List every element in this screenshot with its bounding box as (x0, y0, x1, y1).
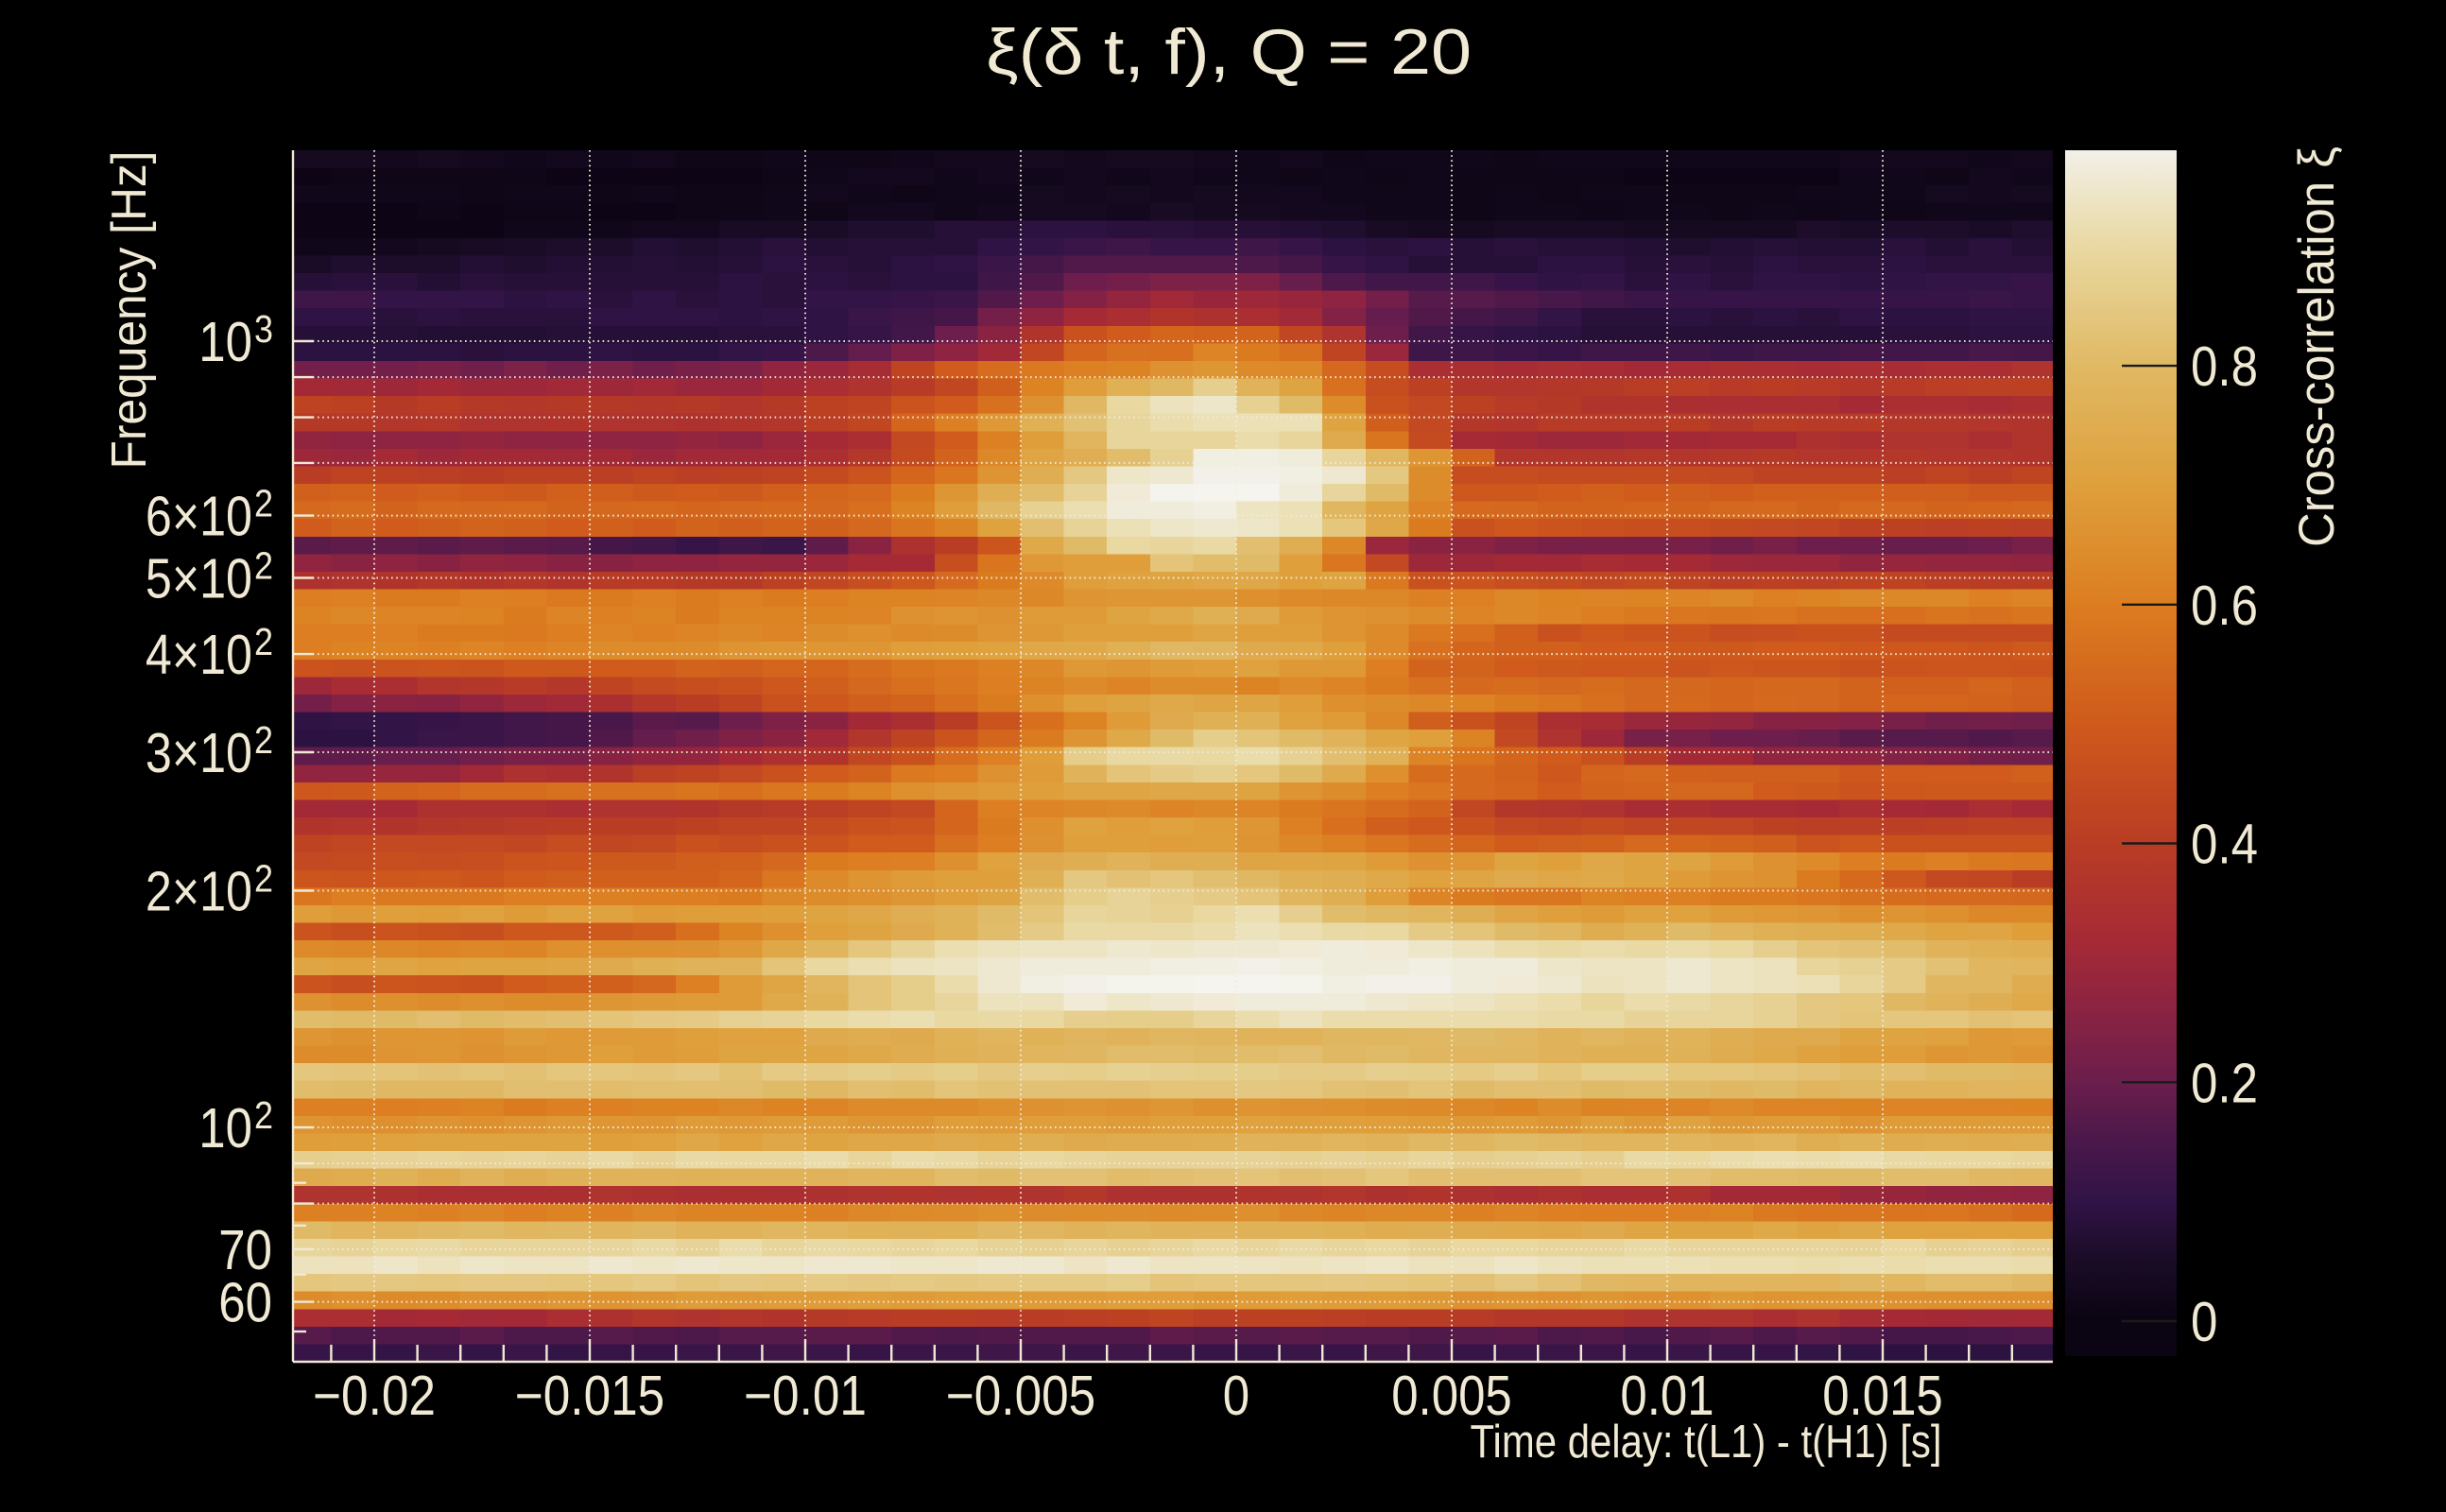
svg-text:0.8: 0.8 (2191, 335, 2258, 398)
svg-text:0: 0 (1223, 1365, 1249, 1427)
svg-text:70: 70 (218, 1219, 272, 1281)
svg-text:60: 60 (218, 1272, 272, 1334)
svg-text:6×10: 6×10 (146, 486, 252, 548)
svg-text:2: 2 (254, 544, 273, 588)
svg-text:3: 3 (254, 307, 273, 351)
svg-text:−0.005: −0.005 (946, 1365, 1096, 1427)
svg-text:2: 2 (254, 1093, 273, 1137)
svg-text:5×10: 5×10 (146, 548, 252, 610)
svg-text:Time delay: t(L1) - t(H1) [s]: Time delay: t(L1) - t(H1) [s] (1471, 1417, 1942, 1468)
svg-text:10: 10 (198, 1097, 252, 1160)
svg-text:0.015: 0.015 (1822, 1365, 1943, 1427)
svg-text:4×10: 4×10 (146, 624, 252, 686)
svg-text:0: 0 (2191, 1291, 2217, 1353)
svg-text:0.6: 0.6 (2191, 575, 2258, 637)
svg-text:0.4: 0.4 (2191, 814, 2258, 876)
svg-text:Frequency [Hz]: Frequency [Hz] (102, 151, 157, 470)
svg-text:−0.015: −0.015 (515, 1365, 665, 1427)
svg-text:ξ(δ t, f), Q = 20: ξ(δ t, f), Q = 20 (986, 16, 1472, 88)
svg-text:0.2: 0.2 (2191, 1052, 2258, 1114)
svg-text:0.005: 0.005 (1391, 1365, 1512, 1427)
svg-text:2: 2 (254, 482, 273, 525)
svg-text:2×10: 2×10 (146, 861, 252, 923)
svg-text:2: 2 (254, 857, 273, 901)
svg-text:2: 2 (254, 620, 273, 663)
svg-text:−0.01: −0.01 (744, 1365, 867, 1427)
svg-text:Cross-correlation ξ: Cross-correlation ξ (2289, 146, 2345, 547)
svg-text:10: 10 (198, 311, 252, 373)
svg-text:3×10: 3×10 (146, 722, 252, 784)
svg-text:−0.02: −0.02 (313, 1365, 436, 1427)
svg-text:0.01: 0.01 (1620, 1365, 1714, 1427)
svg-text:2: 2 (254, 718, 273, 762)
